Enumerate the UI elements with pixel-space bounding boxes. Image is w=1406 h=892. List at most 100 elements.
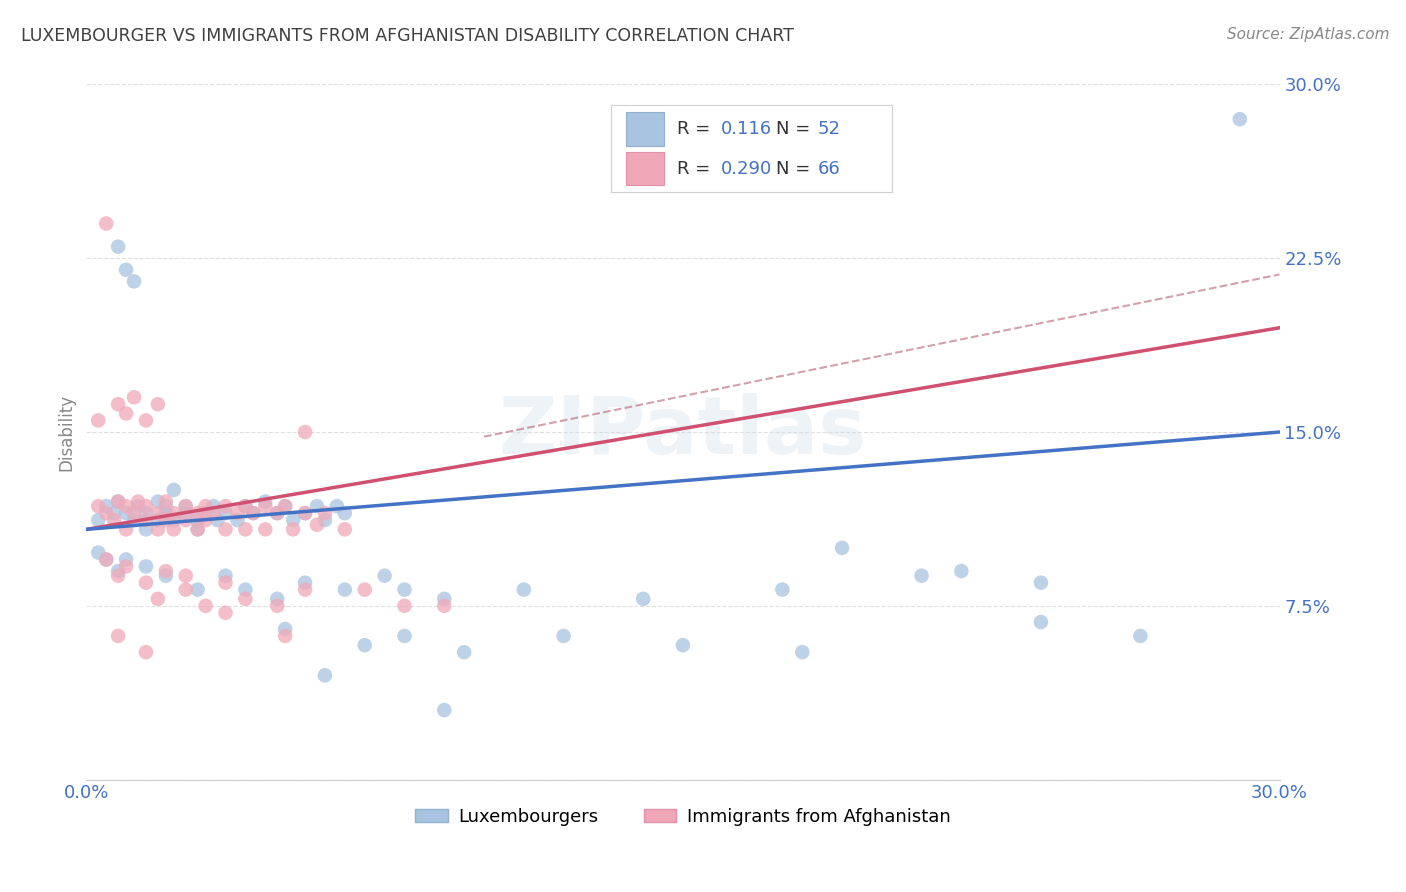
Point: [333, 506, 356, 520]
Point: [314, 506, 336, 520]
Point: [235, 499, 257, 513]
Point: [266, 506, 288, 520]
Point: [107, 629, 129, 643]
Point: [174, 582, 197, 597]
Text: 0.290: 0.290: [721, 160, 772, 178]
Point: [174, 499, 197, 513]
Point: [187, 582, 209, 597]
Point: [146, 397, 169, 411]
Point: [163, 522, 186, 536]
Point: [214, 506, 236, 520]
Point: [107, 568, 129, 582]
Point: [155, 568, 177, 582]
Point: [194, 513, 217, 527]
Text: 52: 52: [818, 120, 841, 138]
Point: [115, 552, 138, 566]
Point: [266, 591, 288, 606]
Point: [135, 513, 157, 527]
Point: [266, 599, 288, 613]
Point: [553, 629, 575, 643]
Point: [146, 591, 169, 606]
Point: [274, 499, 297, 513]
Point: [294, 506, 316, 520]
Point: [294, 506, 316, 520]
Point: [87, 499, 110, 513]
Point: [235, 522, 257, 536]
Point: [226, 506, 249, 520]
Point: [314, 513, 336, 527]
Point: [122, 506, 145, 520]
Point: [155, 499, 177, 513]
Point: [394, 582, 416, 597]
Point: [226, 513, 249, 527]
Point: [242, 506, 264, 520]
Point: [672, 638, 695, 652]
Point: [305, 517, 328, 532]
Point: [207, 513, 229, 527]
Point: [87, 513, 110, 527]
Point: [87, 545, 110, 559]
Point: [155, 564, 177, 578]
Point: [333, 582, 356, 597]
Point: [115, 522, 138, 536]
Point: [353, 638, 375, 652]
Point: [1129, 629, 1152, 643]
Point: [187, 522, 209, 536]
Point: [214, 522, 236, 536]
Point: [1229, 112, 1251, 127]
Point: [394, 599, 416, 613]
Point: [96, 499, 118, 513]
Point: [314, 668, 336, 682]
Point: [107, 494, 129, 508]
Point: [187, 506, 209, 520]
Point: [174, 513, 197, 527]
Point: [103, 513, 125, 527]
Point: [333, 522, 356, 536]
Point: [115, 506, 138, 520]
Point: [155, 513, 177, 527]
Point: [122, 513, 145, 527]
Point: [155, 494, 177, 508]
Point: [163, 506, 186, 520]
Point: [174, 499, 197, 513]
Point: [107, 494, 129, 508]
Point: [353, 582, 375, 597]
Point: [1029, 615, 1052, 629]
Point: [294, 575, 316, 590]
Point: [792, 645, 814, 659]
Point: [910, 568, 932, 582]
Point: [1029, 575, 1052, 590]
Text: N =: N =: [776, 160, 815, 178]
FancyBboxPatch shape: [626, 112, 664, 145]
Point: [513, 582, 536, 597]
Point: [115, 262, 138, 277]
Point: [281, 522, 304, 536]
Point: [202, 506, 225, 520]
Text: LUXEMBOURGER VS IMMIGRANTS FROM AFGHANISTAN DISABILITY CORRELATION CHART: LUXEMBOURGER VS IMMIGRANTS FROM AFGHANIS…: [21, 27, 794, 45]
Point: [631, 591, 654, 606]
Text: R =: R =: [676, 160, 716, 178]
Point: [96, 217, 118, 231]
Point: [254, 499, 277, 513]
Legend: Luxembourgers, Immigrants from Afghanistan: Luxembourgers, Immigrants from Afghanist…: [408, 801, 957, 833]
Point: [122, 390, 145, 404]
Point: [96, 506, 118, 520]
Point: [294, 582, 316, 597]
Point: [96, 552, 118, 566]
Point: [135, 559, 157, 574]
Point: [87, 413, 110, 427]
Point: [214, 575, 236, 590]
Point: [194, 506, 217, 520]
Point: [187, 513, 209, 527]
Point: [122, 274, 145, 288]
Point: [433, 703, 456, 717]
Point: [242, 506, 264, 520]
Point: [96, 552, 118, 566]
Point: [235, 499, 257, 513]
Text: 0.116: 0.116: [721, 120, 772, 138]
Point: [831, 541, 853, 555]
Point: [274, 499, 297, 513]
Text: N =: N =: [776, 120, 815, 138]
Point: [107, 564, 129, 578]
Point: [174, 506, 197, 520]
